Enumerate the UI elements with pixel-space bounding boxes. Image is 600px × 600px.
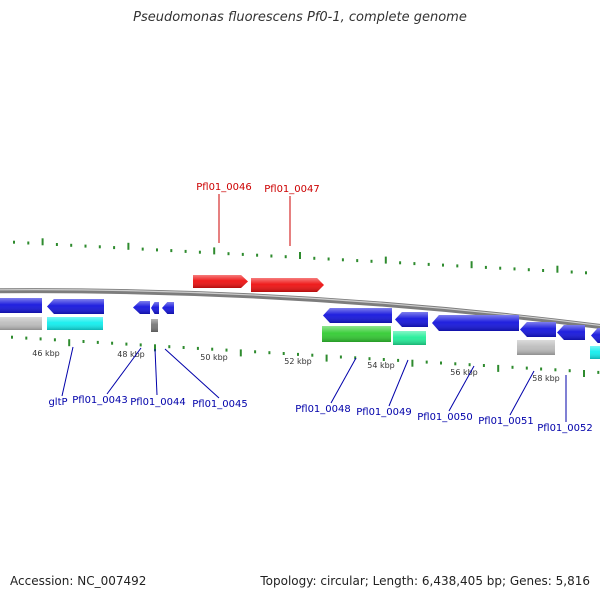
accession-label: Accession: NC_007492: [10, 574, 147, 588]
kbp-label-58-kbp: 58 kbp: [532, 374, 560, 383]
gene-label-pfl01-0046: Pfl01_0046: [196, 182, 252, 193]
kbp-label-46-kbp: 46 kbp: [32, 349, 60, 358]
page-title: Pseudomonas fluorescens Pf0-1, complete …: [133, 10, 467, 25]
gene-minus-strand: [557, 325, 585, 340]
gene-label-pfl01-0047: Pfl01_0047: [264, 184, 320, 195]
gene-label-pfl01-0052: Pfl01_0052: [537, 423, 593, 434]
gene-pseudo-strand: [322, 326, 391, 342]
gene-minus-strand: [323, 308, 392, 323]
callout-line: [330, 357, 357, 404]
gene-minus-strand: [151, 302, 159, 314]
kbp-label-54-kbp: 54 kbp: [367, 361, 395, 370]
gene-pseudo-strand: [590, 346, 600, 359]
gene-label-pfl01-0049: Pfl01_0049: [356, 407, 412, 418]
gene-minus-strand: [133, 301, 150, 314]
gene-label-pfl01-0050: Pfl01_0050: [417, 412, 473, 423]
kbp-label-50-kbp: 50 kbp: [200, 353, 228, 362]
callout-line: [154, 348, 158, 396]
gene-label-pfl01-0045: Pfl01_0045: [192, 399, 248, 410]
gene-label-pfl01-0043: Pfl01_0043: [72, 395, 128, 406]
genome-backbone-highlight: [0, 289, 600, 327]
kbp-scale-labels: 46 kbp 48 kbp 50 kbp 52 kbp 54 kbp 56 kbp 58 k…: [32, 349, 560, 383]
gene-pseudo-strand: [393, 331, 426, 345]
gene-minus-strand: [432, 315, 519, 331]
genome-backbone: [0, 288, 600, 329]
callout-line: [106, 347, 142, 395]
gene-minus-strand: [591, 328, 600, 343]
kbp-label-48-kbp: 48 kbp: [117, 350, 145, 359]
gene-features: [0, 275, 600, 359]
gene-pseudo-strand: [517, 340, 555, 355]
genome-summary: Topology: circular; Length: 6,438,405 bp…: [260, 574, 590, 588]
gene-pseudo-strand: [0, 317, 42, 330]
callout-line: [388, 359, 409, 407]
kbp-label-52-kbp: 52 kbp: [284, 357, 312, 366]
upper-tick-track: [13, 238, 587, 275]
callout-line: [509, 370, 535, 416]
gene-minus-strand: [47, 299, 104, 314]
gene-pseudo-strand: [47, 317, 103, 330]
gene-minus-strand: [395, 312, 428, 327]
gene-label-pfl01-0051: Pfl01_0051: [478, 416, 534, 427]
kbp-label-56-kbp: 56 kbp: [450, 368, 478, 377]
callout-line: [164, 348, 220, 399]
gene-label-gltp: gltP: [48, 397, 67, 408]
callout-line: [448, 365, 475, 412]
gene-pfl01-0046: [193, 275, 248, 288]
lower-tick-track: [11, 335, 600, 377]
gene-minus-strand: [162, 302, 174, 314]
gene-label-pfl01-0048: Pfl01_0048: [295, 404, 351, 415]
gene-minus-strand: [520, 322, 556, 337]
gene-minus-strand: [0, 298, 42, 313]
gene-pseudo-strand: [151, 319, 158, 332]
gene-label-pfl01-0044: Pfl01_0044: [130, 397, 186, 408]
callout-line: [61, 346, 74, 397]
gene-pfl01-0047: [251, 278, 324, 292]
